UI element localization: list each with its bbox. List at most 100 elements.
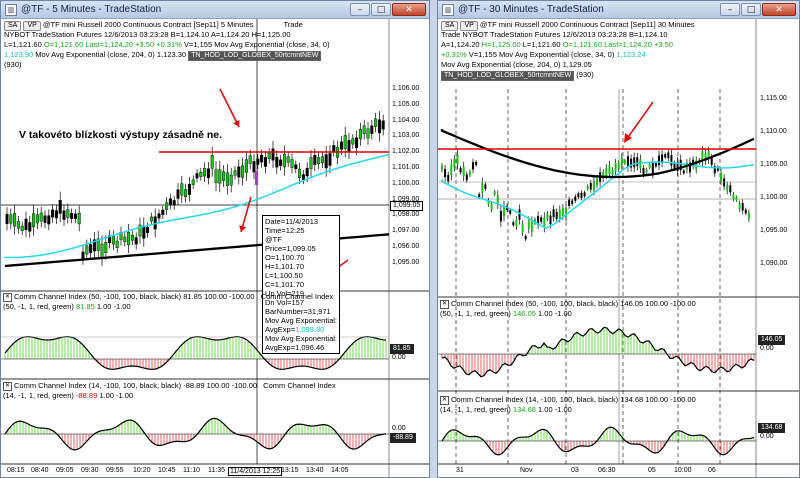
tooltip-symbol: @TF — [265, 235, 282, 244]
right-last: Last=1,124.20 +3.50 — [604, 40, 673, 49]
candle-body — [210, 155, 214, 169]
close-button[interactable]: ✕ — [392, 3, 426, 16]
candle-body — [165, 202, 169, 210]
right-time-axis-label: 06:30 — [598, 467, 616, 474]
minimize-button[interactable]: – — [720, 3, 740, 16]
red-arrow-head — [624, 133, 632, 143]
candle-body — [301, 174, 305, 180]
tooltip-barnumber: BarNumber=31,971 — [265, 307, 331, 316]
candle-body — [726, 184, 729, 192]
candle-body — [664, 154, 667, 158]
close-pane-icon[interactable]: ✕ — [440, 395, 449, 405]
candle-body — [81, 251, 85, 260]
left-chart-area[interactable]: SA VP @TF mini Russell 2000 Continuous C… — [1, 19, 429, 477]
candle-body — [32, 213, 36, 228]
left-window-title: @TF - 5 Minutes - TradeStation — [21, 4, 162, 15]
right-titlebar[interactable]: ▥ @TF - 30 Minutes - TradeStation – □ ✕ — [438, 1, 799, 19]
candle-body — [574, 196, 577, 201]
candle-body — [176, 189, 180, 199]
right-ema34-value: 1,123.24 — [616, 50, 646, 59]
close-pane-icon[interactable]: ✕ — [440, 299, 449, 309]
left-cci2-line2: (14, -1, 1, red, green) -88.89 1.00 -1.0… — [3, 391, 133, 400]
left-chart-window: ▥ @TF - 5 Minutes - TradeStation – □ ✕ S… — [0, 0, 430, 478]
candle-body — [729, 185, 732, 193]
candle-body — [62, 210, 66, 220]
candle-body — [630, 158, 633, 168]
left-cci1-params: (50, -1, 1, red, green) — [3, 302, 74, 311]
candle-body — [565, 208, 567, 218]
maximize-button[interactable]: □ — [741, 3, 761, 16]
close-pane-icon[interactable]: ✕ — [3, 381, 12, 391]
candle-body — [475, 161, 478, 166]
candle-body — [355, 137, 359, 149]
candle-body — [374, 118, 378, 127]
left-low: L=1,121.60 — [4, 40, 42, 49]
candle-body — [673, 163, 676, 169]
candle-body — [487, 200, 490, 205]
left-price-axis-label: 1,097.00 — [392, 227, 420, 235]
candle-body — [54, 210, 58, 219]
candle-body — [481, 182, 484, 194]
candle-body — [633, 157, 636, 168]
candle-body — [191, 179, 195, 185]
bar-tooltip: Date=11/4/2013 Time=12:25 @TF Price=1,09… — [262, 215, 340, 354]
candle-body — [351, 138, 355, 145]
right-cci1-bounds: 1.00 -1.00 — [538, 309, 572, 318]
candle-body — [104, 242, 108, 253]
left-price-axis-label: 1,095.00 — [392, 258, 420, 266]
candle-body — [381, 120, 385, 130]
left-titlebar[interactable]: ▥ @TF - 5 Minutes - TradeStation – □ ✕ — [1, 1, 429, 19]
candle-body — [317, 157, 321, 165]
close-button[interactable]: ✕ — [762, 3, 796, 16]
ema-34-line — [4, 153, 390, 259]
candle-body — [546, 213, 549, 219]
candle-body — [571, 200, 574, 205]
right-indicator-tag: TN_HOD_LOD_GLOBEX_50rtcmntNEW — [441, 71, 575, 81]
right-open: O=1,121.60 — [562, 40, 603, 49]
tooltip-ema-label-1: Mov Avg Exponential: — [265, 316, 337, 325]
candle-body — [366, 128, 370, 139]
candle-body — [195, 173, 199, 179]
minimize-button[interactable]: – — [350, 3, 370, 16]
candle-body — [614, 163, 617, 172]
left-chart-canvas[interactable] — [1, 19, 430, 478]
left-time-axis-label: 14:05 — [331, 467, 349, 474]
candle-body — [313, 155, 317, 165]
candle-body — [51, 209, 55, 218]
right-price-axis-label: 1,105.00 — [760, 161, 788, 168]
red-arrow-bottom — [240, 196, 252, 233]
tooltip-upvol: Up Vol=219 — [265, 289, 304, 298]
tooltip-ema-1-value: 1,099.80 — [295, 325, 325, 334]
candle-body — [256, 158, 260, 165]
left-time-axis-label: 11/4/2013 12:25 — [228, 467, 283, 476]
candle-body — [324, 154, 328, 169]
right-chart-area[interactable]: SA VP @TF mini Russell 2000 Continuous C… — [438, 19, 799, 477]
left-time-axis-label: 09:05 — [56, 467, 74, 474]
candle-body — [108, 235, 112, 244]
candle-body — [309, 157, 313, 170]
candle-body — [267, 152, 271, 160]
red-arrow-top-head — [233, 120, 240, 127]
close-pane-icon[interactable]: ✕ — [3, 292, 12, 302]
left-price-axis-label: 1,096.00 — [392, 243, 420, 250]
candle-body — [142, 225, 146, 239]
candle-body — [627, 156, 629, 167]
candle-body — [568, 199, 571, 206]
right-chart-window: ▥ @TF - 30 Minutes - TradeStation – □ ✕ … — [437, 0, 800, 478]
candle-body — [260, 154, 264, 163]
right-cci1-zero: 0.00 — [760, 345, 774, 352]
candle-body — [447, 174, 450, 182]
maximize-button[interactable]: □ — [371, 3, 391, 16]
candle-body — [111, 235, 115, 245]
tooltip-close: C=1,101.70 — [265, 280, 304, 289]
candle-body — [592, 181, 595, 191]
candle-body — [320, 156, 324, 164]
right-ask: A=1,124.20 — [441, 40, 480, 49]
candle-body — [661, 154, 664, 164]
candle-body — [710, 157, 713, 165]
right-cci2-tag: 134.68 — [758, 423, 786, 433]
candle-body — [241, 165, 245, 178]
candle-body — [343, 135, 347, 149]
candle-body — [552, 209, 555, 218]
right-chart-canvas[interactable] — [438, 19, 800, 478]
